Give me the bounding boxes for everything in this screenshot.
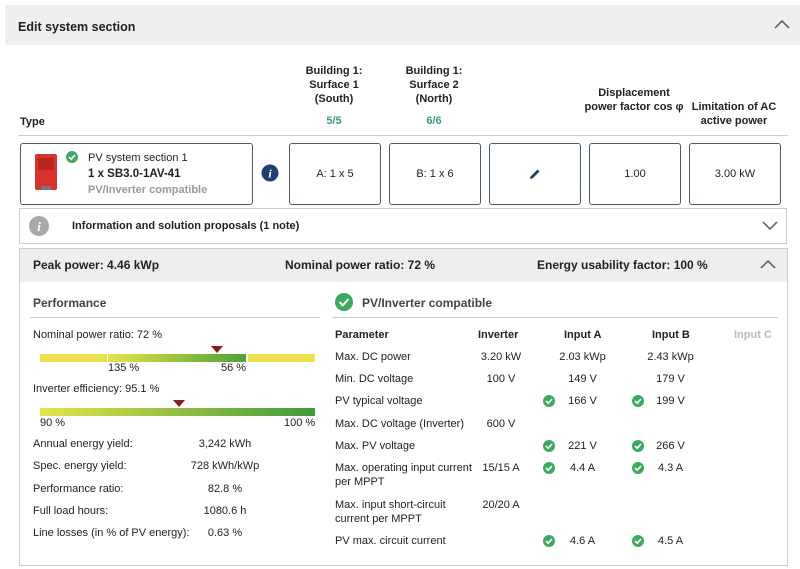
ac-limit-button[interactable]: 3.00 kW — [689, 143, 781, 205]
input-a-value: 221 V — [568, 440, 597, 452]
efficiency-scale-label: 90 % — [40, 417, 66, 429]
power-factor-button[interactable]: 1.00 — [589, 143, 681, 205]
input-a-value: 4.6 A — [569, 535, 596, 547]
col-surface-2: Building 1: Surface 2 (North) — [405, 65, 463, 105]
info-icon[interactable]: i — [261, 164, 279, 182]
nominal-ratio-label: Nominal power ratio: 72 % — [33, 329, 163, 341]
section-status: PV/Inverter compatible — [88, 184, 208, 196]
param-label: Max. operating input current per MPPT — [335, 462, 472, 488]
section-name: PV system section 1 — [88, 152, 188, 164]
pencil-icon — [530, 169, 540, 179]
perf-label: Performance ratio: — [33, 483, 124, 495]
perf-label: Annual energy yield: — [33, 438, 133, 450]
check-icon — [543, 535, 555, 547]
divider — [18, 135, 788, 136]
divider — [333, 317, 778, 318]
check-icon — [632, 462, 644, 474]
col-type: Type — [20, 116, 45, 128]
check-icon — [632, 535, 644, 547]
param-label: Min. DC voltage — [335, 373, 414, 385]
perf-value: 82.8 % — [207, 483, 243, 495]
perf-label: Line losses (in % of PV energy): — [33, 527, 190, 539]
svg-text:i: i — [37, 219, 41, 234]
perf-label: Spec. energy yield: — [33, 460, 127, 472]
input-b-value: 266 V — [656, 440, 685, 452]
surface-2-button[interactable]: B: 1 x 6 — [389, 143, 481, 205]
info-bar[interactable] — [19, 208, 787, 244]
perf-value: 728 kWh/kWp — [190, 460, 260, 472]
col-surface-1: Building 1: Surface 1 (South) — [305, 65, 363, 105]
compat-header: Input B — [652, 329, 690, 341]
inverter-value: 600 V — [486, 418, 516, 430]
collapse-chevron[interactable] — [760, 259, 776, 269]
svg-text:i: i — [268, 167, 272, 181]
input-b-value: 2.43 kWp — [647, 351, 694, 363]
info-grey-icon: i — [29, 216, 49, 236]
col-power-factor: Displacement power factor cos φ — [584, 87, 684, 113]
param-label: PV max. circuit current — [335, 535, 446, 547]
param-label: Max. PV voltage — [335, 440, 416, 452]
input-b-value: 4.5 A — [657, 535, 684, 547]
input-a-value: 4.4 A — [569, 462, 596, 474]
section-card[interactable] — [20, 143, 253, 205]
perf-value: 0.63 % — [207, 527, 243, 539]
compat-header: Inverter — [478, 329, 519, 341]
input-b-value: 4.3 A — [657, 462, 684, 474]
compat-header: Input C — [734, 329, 772, 341]
input-a-value: 2.03 kWp — [559, 351, 606, 363]
inverter-value: 100 V — [486, 373, 516, 385]
details-panel — [19, 248, 788, 566]
param-label: Max. DC voltage (Inverter) — [335, 418, 464, 430]
ratio-scale-label: 56 % — [221, 362, 247, 374]
surface-1-button[interactable]: A: 1 x 5 — [289, 143, 381, 205]
compat-header: Input A — [564, 329, 602, 341]
count-surface-1: 5/5 — [326, 115, 342, 127]
efficiency-scale-label: 100 % — [284, 417, 316, 429]
peak-power: Peak power: 4.46 kWp — [33, 258, 160, 272]
param-label: PV typical voltage — [335, 395, 423, 407]
nominal-power-ratio: Nominal power ratio: 72 % — [285, 258, 436, 272]
edit-button[interactable] — [489, 143, 581, 205]
efficiency-label: Inverter efficiency: 95.1 % — [33, 383, 160, 395]
inverter-value: 20/20 A — [482, 499, 520, 511]
input-a-value: 149 V — [568, 373, 597, 385]
check-icon — [543, 462, 555, 474]
check-icon — [543, 395, 555, 407]
inverter-value: 15/15 A — [482, 462, 520, 474]
input-b-value: 179 V — [656, 373, 685, 385]
input-b-value: 199 V — [656, 395, 685, 407]
expand-chevron[interactable] — [762, 221, 778, 231]
col-ac-limit: Limitation of AC active power — [691, 101, 777, 127]
compat-title: PV/Inverter compatible — [362, 296, 493, 310]
divider — [30, 317, 320, 318]
param-label: Max. input short-circuit current per MPP… — [335, 499, 446, 525]
ratio-scale-label: 135 % — [108, 362, 140, 374]
performance-title: Performance — [33, 296, 107, 310]
summary-bar — [20, 249, 787, 282]
check-icon — [632, 440, 644, 452]
perf-value: 3,242 kWh — [198, 438, 252, 450]
collapse-chevron[interactable] — [774, 19, 790, 29]
check-icon — [66, 151, 78, 163]
ratio-bar — [40, 346, 315, 362]
count-surface-2: 6/6 — [426, 115, 442, 127]
input-a-value: 166 V — [568, 395, 597, 407]
check-icon — [335, 293, 353, 311]
check-icon — [632, 395, 644, 407]
inverter-value: 3.20 kW — [480, 351, 522, 363]
info-text: Information and solution proposals (1 no… — [72, 220, 300, 232]
section-inverter: 1 x SB3.0-1AV-41 — [88, 168, 181, 180]
energy-usability: Energy usability factor: 100 % — [537, 258, 708, 272]
header-title: Edit system section — [18, 20, 136, 34]
perf-label: Full load hours: — [33, 505, 109, 517]
inverter-image — [35, 154, 57, 190]
check-icon — [543, 440, 555, 452]
compat-header: Parameter — [335, 329, 389, 341]
param-label: Max. DC power — [335, 351, 411, 363]
efficiency-bar — [40, 400, 315, 416]
perf-value: 1080.6 h — [203, 505, 247, 517]
header-bar — [5, 5, 800, 45]
